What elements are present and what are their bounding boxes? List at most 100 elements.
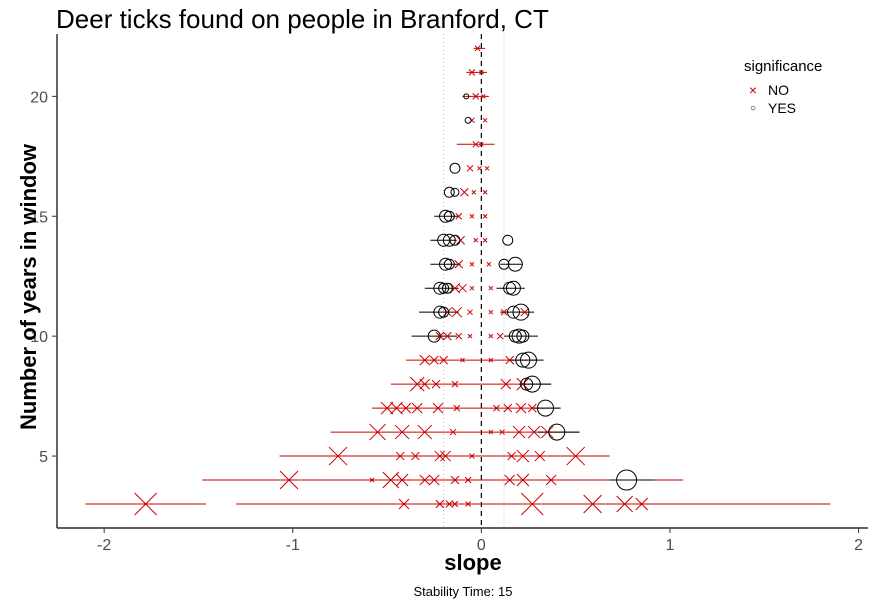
point-yes-33 [464, 116, 472, 124]
point-no-49 [527, 403, 537, 413]
point-yes-16 [438, 282, 450, 294]
point-no-4 [635, 497, 649, 511]
x-tick-label-2: 0 [477, 537, 486, 554]
point-no-42 [400, 402, 412, 414]
point-no-63 [443, 331, 452, 341]
x-tick-label-1: -1 [286, 537, 300, 554]
point-no-88 [471, 189, 477, 195]
y-axis-ticks: 5 10 15 20 [30, 89, 57, 466]
error-bars [85, 47, 831, 505]
legend-label-yes: YES [768, 100, 797, 116]
point-no-27 [469, 453, 475, 459]
point-no-19 [545, 474, 557, 486]
x-marker-icon: × [748, 82, 758, 98]
point-no-89 [482, 189, 488, 195]
point-no-23 [395, 451, 405, 461]
point-no-10 [279, 470, 299, 490]
point-no-70 [467, 309, 473, 316]
y-tick-label-2: 15 [30, 209, 48, 226]
point-no-97 [472, 92, 480, 100]
point-no-61 [505, 355, 515, 365]
chart-title: Deer ticks found on people in Branford, … [56, 4, 549, 34]
point-yes-17 [441, 282, 453, 294]
point-yes-18 [505, 280, 521, 296]
point-no-33 [417, 424, 433, 440]
point-no-92 [484, 165, 490, 171]
point-yes-0 [616, 469, 638, 491]
point-no-8 [451, 500, 459, 508]
point-yes-30 [443, 186, 455, 198]
point-no-36 [499, 429, 505, 435]
point-no-79 [469, 261, 475, 267]
point-yes-29 [443, 210, 455, 222]
point-no-0 [134, 492, 157, 516]
axes [56, 34, 868, 529]
y-tick-label-1: 10 [30, 329, 48, 346]
point-no-32 [394, 424, 410, 440]
point-no-101 [474, 45, 481, 52]
legend: significance × NO ○ YES [744, 58, 822, 117]
point-no-59 [460, 357, 465, 363]
point-no-41 [390, 401, 403, 415]
point-no-96 [482, 117, 488, 123]
point-yes-14 [506, 305, 520, 319]
point-yes-10 [508, 329, 522, 343]
point-no-46 [493, 404, 500, 412]
point-yes-27 [502, 234, 514, 246]
point-yes-32 [449, 162, 461, 174]
caption: Stability Time: 15 [413, 584, 513, 599]
y-tick-label-3: 20 [30, 89, 48, 106]
point-no-26 [440, 450, 451, 462]
point-no-90 [466, 164, 474, 172]
point-no-3 [616, 495, 634, 513]
point-no-73 [520, 307, 530, 317]
point-no-48 [515, 402, 527, 414]
point-no-100 [479, 70, 484, 75]
point-no-25 [434, 450, 446, 462]
point-no-64 [455, 332, 463, 340]
point-no-24 [410, 451, 420, 461]
point-no-78 [454, 259, 464, 269]
point-no-39 [541, 425, 554, 439]
point-no-94 [479, 141, 484, 147]
point-yes-9 [516, 329, 530, 343]
point-no-86 [482, 213, 488, 219]
point-no-98 [480, 93, 486, 99]
point-no-44 [432, 402, 444, 414]
point-no-99 [468, 69, 476, 76]
point-no-50 [409, 376, 425, 392]
x-tick-label-4: 2 [854, 537, 863, 554]
point-yes-20 [439, 257, 453, 271]
point-no-53 [451, 380, 459, 388]
point-no-54 [500, 378, 512, 390]
reference-lines [443, 34, 505, 528]
point-no-80 [486, 261, 492, 267]
point-no-37 [512, 425, 526, 439]
point-yes-7 [427, 329, 441, 343]
point-yes-4 [520, 377, 534, 391]
x-tick-label-3: 1 [666, 537, 675, 554]
point-no-34 [449, 428, 457, 436]
legend-entry-no: × NO [744, 81, 822, 99]
point-yes-5 [520, 351, 538, 369]
x-axis-ticks: -2 -1 0 1 2 [97, 528, 863, 554]
point-no-75 [458, 283, 467, 293]
point-no-45 [453, 404, 461, 412]
point-yes-19 [503, 281, 517, 295]
point-no-17 [504, 474, 516, 486]
point-yes-1 [548, 423, 566, 441]
point-no-82 [473, 237, 479, 243]
point-no-30 [534, 450, 546, 462]
point-no-77 [488, 285, 494, 291]
y-axis-label: Number of years in window [16, 143, 41, 430]
point-no-9 [465, 501, 472, 507]
point-no-16 [464, 476, 472, 484]
point-no-60 [488, 357, 494, 363]
point-no-57 [429, 355, 439, 365]
legend-entry-yes: ○ YES [744, 99, 822, 117]
point-no-47 [503, 403, 513, 413]
point-yes-13 [512, 303, 530, 321]
point-no-76 [469, 285, 475, 291]
point-no-56 [419, 354, 431, 366]
point-no-65 [467, 333, 473, 339]
